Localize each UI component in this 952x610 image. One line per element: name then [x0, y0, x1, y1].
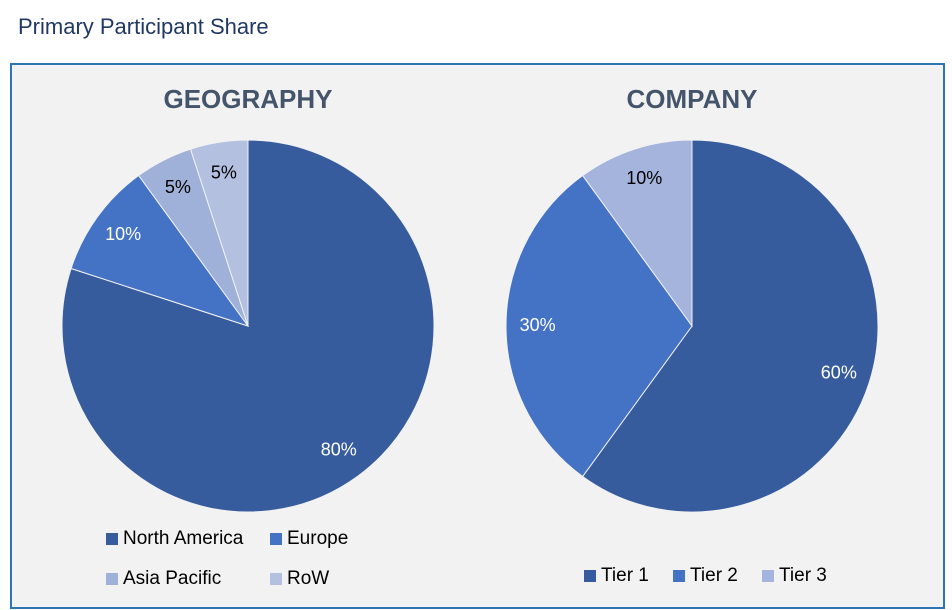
- chart-title: GEOGRAPHY: [163, 84, 332, 114]
- pie-slice: [70, 174, 250, 327]
- legend-label: Europe: [287, 528, 348, 549]
- data-label: 5%: [211, 162, 237, 182]
- pie-slice: [189, 139, 249, 327]
- legend-label: RoW: [287, 568, 329, 589]
- chart-title: COMPANY: [627, 84, 758, 114]
- data-label: 80%: [321, 440, 357, 460]
- legend-swatch: [762, 570, 774, 582]
- legend-swatch: [673, 570, 685, 582]
- data-label: 5%: [165, 177, 191, 197]
- legend-label: Asia Pacific: [123, 568, 221, 589]
- pie-slice: [581, 139, 693, 328]
- legend-swatch: [270, 533, 282, 545]
- legend-label: North America: [123, 528, 244, 549]
- legend-label: Tier 1: [601, 565, 649, 586]
- data-label: 10%: [626, 168, 662, 188]
- data-label: 10%: [105, 224, 141, 244]
- legend-label: Tier 3: [779, 565, 827, 586]
- legend-swatch: [106, 573, 118, 585]
- page-title: Primary Participant Share: [18, 14, 269, 39]
- legend-swatch: [270, 573, 282, 585]
- legend-swatch: [584, 570, 596, 582]
- legend-label: Tier 2: [690, 565, 738, 586]
- pie-slice: [581, 139, 879, 513]
- data-label: 60%: [821, 362, 857, 382]
- data-label: 30%: [520, 315, 556, 335]
- pie-slice: [505, 174, 693, 478]
- legend-swatch: [106, 533, 118, 545]
